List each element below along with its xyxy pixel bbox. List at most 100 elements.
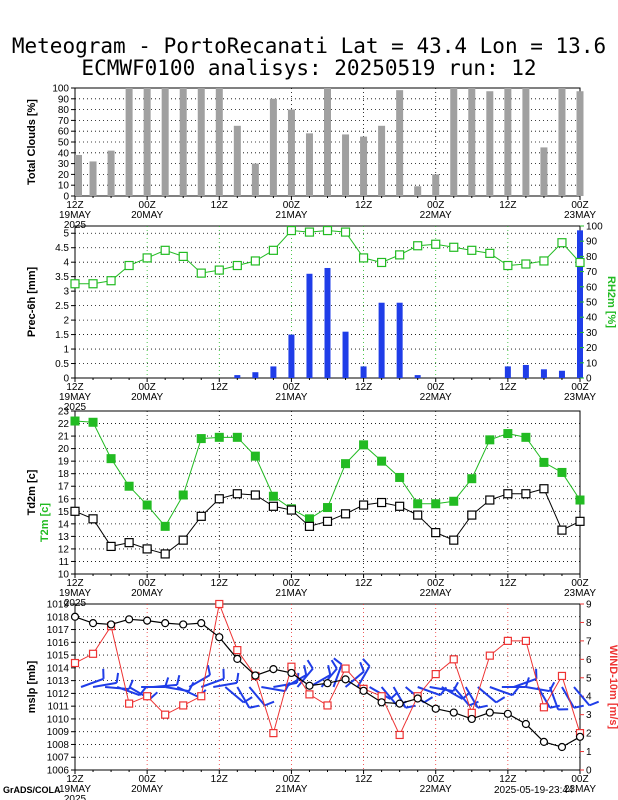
cloud-bar (197, 88, 205, 196)
x-tick-label: 00Z (571, 200, 588, 211)
y2-tick-label: 9 (586, 600, 592, 611)
y2-tick-label: 8 (586, 618, 592, 629)
td2m-marker (575, 516, 585, 526)
mslp-marker (503, 709, 512, 718)
td2m-marker (485, 495, 495, 505)
y-tick-label: 1.5 (55, 330, 69, 341)
td2m-marker (160, 549, 170, 559)
x-tick-date: 22MAY (420, 392, 452, 403)
wind-barb-shaft (489, 686, 513, 697)
wind-barb-shaft (441, 686, 464, 700)
wind-barb-shaft (296, 667, 314, 688)
wind-barb-flag (303, 665, 308, 676)
x-tick-date: 22MAY (420, 784, 452, 795)
footer-date: 2025-05-19-23:44 (494, 785, 574, 796)
cloud-bar (324, 88, 331, 196)
x-tick-label: 12Z (66, 774, 83, 785)
t2m-marker (88, 417, 98, 427)
precip-bar (360, 366, 367, 378)
y-tick-label: 80 (58, 105, 70, 116)
rh-marker (286, 225, 297, 236)
mslp-marker (359, 686, 368, 695)
x-tick-date: 20MAY (131, 392, 163, 403)
cloud-bar (143, 88, 151, 196)
rh-marker (449, 242, 459, 252)
td2m-marker (214, 494, 224, 504)
wind-barb-shaft (284, 674, 307, 688)
t2m-marker (232, 432, 242, 442)
wind-barb-flag (549, 704, 560, 709)
wind-barb (284, 665, 308, 688)
x-tick-label: 12Z (66, 382, 83, 393)
wind-barb-flag (359, 661, 365, 672)
rh-marker (232, 260, 242, 271)
t2m-marker (106, 454, 116, 464)
precip-bar (234, 375, 241, 378)
t2m-marker (467, 474, 477, 484)
mslp-marker (449, 708, 458, 717)
cloud-bar (540, 147, 548, 196)
cloud-bar (432, 174, 440, 196)
y-axis-label-t2m: T2m [c] (39, 503, 51, 542)
y-tick-label: 23 (58, 407, 70, 418)
y-tick-label: 1012 (47, 689, 70, 700)
wind-barb (513, 668, 538, 688)
precip-bar (324, 267, 331, 378)
x-tick-label: 00Z (283, 774, 300, 785)
x-tick-label: 00Z (139, 200, 156, 211)
wind-barb-shaft (464, 686, 479, 709)
y-tick-label: 70 (58, 116, 70, 127)
y2-tick-label: 100 (586, 222, 603, 233)
rh-marker (503, 260, 513, 271)
wind-marker (521, 636, 530, 645)
wind-barb-shaft (224, 686, 245, 704)
wind-barb-flag (249, 704, 260, 709)
t2m-marker (196, 434, 206, 444)
x-tick-date: 23MAY (564, 210, 596, 221)
rh-marker (124, 260, 134, 271)
rh-marker (106, 276, 116, 286)
wind-barb (236, 686, 260, 709)
td2m-marker (449, 535, 459, 545)
mslp-marker (467, 714, 476, 724)
precip-bar (378, 302, 385, 378)
td2m-marker (196, 511, 206, 521)
wind-marker (143, 692, 152, 701)
y2-tick-label: 5 (586, 673, 592, 684)
rh-marker (214, 265, 224, 275)
td2m-marker (178, 535, 188, 545)
x-tick-label: 00Z (427, 382, 444, 393)
wind-barb-shaft (525, 686, 550, 693)
td2m-marker (503, 489, 513, 499)
cloud-bar (125, 88, 133, 196)
y2-tick-label: 30 (586, 328, 598, 339)
y-tick-label: 100 (52, 84, 69, 95)
wind-barb-shaft (261, 686, 286, 693)
y-axis-label: Total Clouds [%] (26, 99, 38, 185)
y2-tick-label: 40 (586, 313, 598, 324)
y-tick-label: 0 (63, 192, 69, 203)
wind-marker (179, 701, 188, 710)
wind-barb-flag (206, 665, 211, 676)
precip-bar (252, 372, 259, 378)
cloud-bar (378, 125, 386, 196)
y-tick-label: 3.5 (55, 272, 69, 283)
precip-bar (522, 364, 529, 378)
t2m-marker (395, 472, 405, 482)
y-tick-label: 1013 (47, 676, 70, 687)
wind-marker (197, 692, 206, 701)
precip-bar (558, 370, 565, 378)
td2m-marker (106, 541, 116, 552)
t2m-marker (575, 495, 585, 505)
x-tick-date: 23MAY (564, 784, 596, 795)
wind-barb-flag (264, 700, 275, 707)
y-tick-label: 5 (63, 229, 69, 240)
rh-marker (250, 256, 260, 266)
cloud-bar (269, 98, 277, 196)
t2m-marker (304, 514, 314, 524)
mslp-marker (341, 675, 350, 684)
rh-marker (413, 241, 423, 251)
cloud-bar (89, 161, 97, 196)
t2m-marker (142, 500, 152, 510)
wind-barb (489, 686, 520, 697)
